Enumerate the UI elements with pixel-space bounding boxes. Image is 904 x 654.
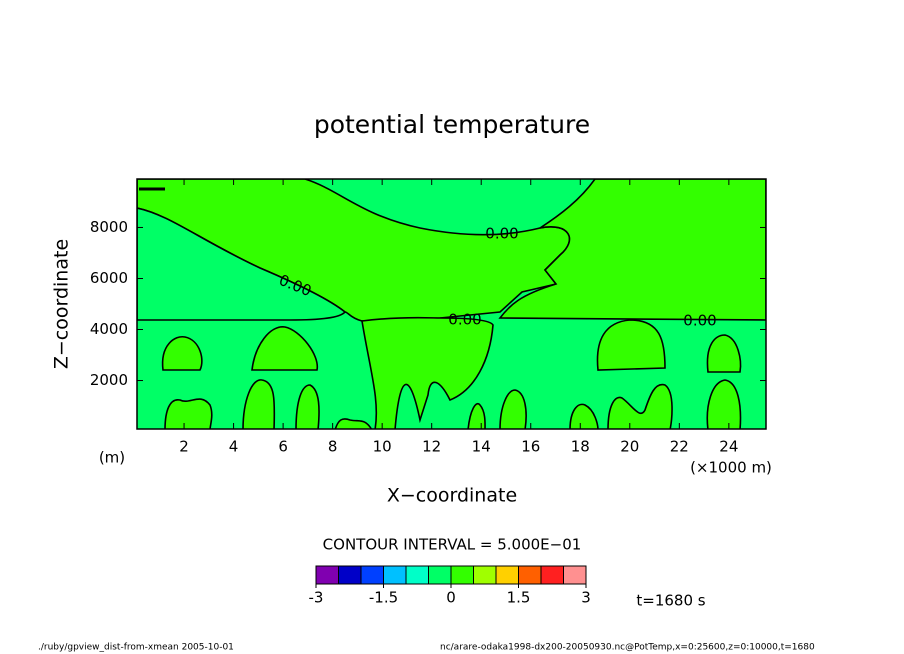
- y-unit: (m): [99, 449, 125, 467]
- x-tick-label: 24: [719, 438, 738, 456]
- contour-region: [467, 403, 486, 429]
- chart-title: potential temperature: [314, 110, 590, 139]
- contour-region: [164, 398, 213, 429]
- y-tick-label: 2000: [90, 371, 128, 389]
- x-unit: (×1000 m): [690, 459, 772, 477]
- contour-regions: [137, 179, 766, 429]
- contour-label: 0.00: [683, 312, 716, 330]
- colorbar-cell: [360, 565, 384, 585]
- colorbar-cell: [495, 565, 519, 585]
- x-tick-label: 4: [229, 438, 239, 456]
- x-tick-label: 8: [328, 438, 338, 456]
- x-tick-label: 12: [422, 438, 441, 456]
- contour-region: [242, 379, 276, 429]
- colorbar-cell: [315, 565, 339, 585]
- colorbar-cell: [450, 565, 474, 585]
- x-tick-label: 6: [278, 438, 288, 456]
- colorbar-tick-label: 0: [446, 589, 456, 607]
- plot-frame: [136, 178, 767, 430]
- x-tick-label: 20: [620, 438, 639, 456]
- contour-region: [499, 389, 527, 429]
- x-tick-label: 10: [373, 438, 392, 456]
- contour-region: [295, 384, 320, 429]
- colorbar-cell: [563, 565, 587, 585]
- time-label: t=1680 s: [636, 592, 705, 610]
- contour-label: 0.00: [485, 225, 518, 243]
- colorbar-cell: [473, 565, 497, 585]
- contour-interval: CONTOUR INTERVAL = 5.000E−01: [323, 536, 582, 554]
- x-tick-label: 16: [521, 438, 540, 456]
- colorbar-cell: [383, 565, 407, 585]
- x-tick-label: 14: [472, 438, 491, 456]
- contour-region: [596, 319, 666, 371]
- x-axis-label: X−coordinate: [387, 485, 517, 507]
- contour-region: [137, 207, 347, 321]
- contour-region: [334, 418, 373, 429]
- colorbar-tick-label: 3: [581, 589, 591, 607]
- contour-region: [607, 383, 673, 429]
- contour-region: [251, 326, 318, 371]
- colorbar-cell: [405, 565, 429, 585]
- footer-right: nc/arare-odaka1998-dx200-20050930.nc@Pot…: [440, 643, 815, 653]
- x-tick-label: 2: [179, 438, 189, 456]
- y-tick-label: 8000: [90, 218, 128, 236]
- colorbar-tick-label: -3: [309, 589, 324, 607]
- colorbar-cell: [518, 565, 542, 585]
- x-tick-label: 22: [670, 438, 689, 456]
- colorbar-tick-label: 1.5: [507, 589, 531, 607]
- footer-left: ./ruby/gpview_dist-from-xmean 2005-10-01: [38, 643, 234, 653]
- contour-region: [161, 336, 203, 371]
- contour-region: [706, 334, 742, 373]
- y-tick-label: 4000: [90, 320, 128, 338]
- contour-region: [706, 379, 742, 429]
- y-axis-label: Z−coordinate: [51, 239, 73, 369]
- colorbar-cell: [428, 565, 452, 585]
- contour-region: [498, 179, 766, 321]
- colorbar-cell: [338, 565, 362, 585]
- y-tick-label: 6000: [90, 269, 128, 287]
- colorbar-cell: [540, 565, 564, 585]
- x-tick-label: 18: [571, 438, 590, 456]
- contour-region: [569, 403, 599, 429]
- contour-label: 0.00: [448, 311, 481, 329]
- colorbar-tick-label: -1.5: [369, 589, 398, 607]
